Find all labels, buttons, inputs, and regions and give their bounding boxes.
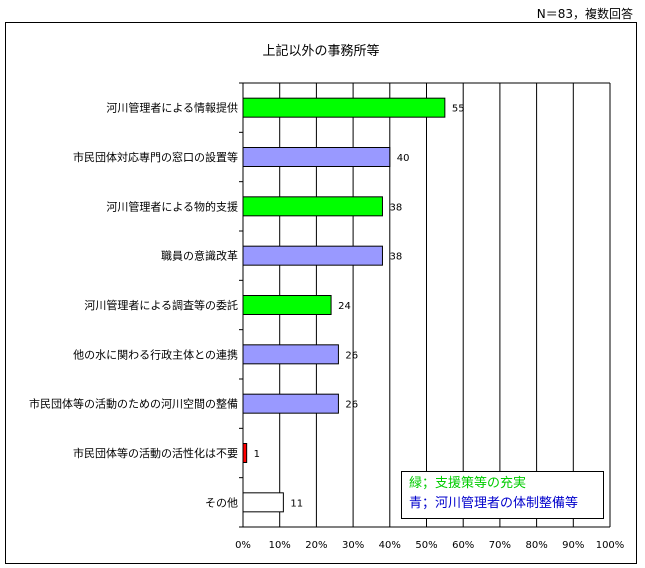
x-tick-label: 40% — [379, 540, 401, 551]
data-label: 38 — [389, 252, 402, 263]
category-label: 市民団体対応専門の窓口の設置等 — [73, 150, 238, 164]
data-label: 38 — [389, 202, 402, 213]
data-label: 1 — [254, 449, 260, 460]
x-tick-label: 80% — [525, 540, 547, 551]
bar — [242, 97, 446, 118]
category-label: 他の水に関わる行政主体との連携 — [73, 347, 238, 361]
chart-frame: 上記以外の事務所等 0% 10% 20% 30% 40% 50% 60% 70% 80% 90% 10… — [5, 22, 637, 564]
legend: 緑；支援策等の充実 青；河川管理者の体制整備等 — [401, 471, 604, 519]
legend-blue-text: 青；河川管理者の体制整備等 — [409, 496, 579, 511]
category-label: 河川管理者による情報提供 — [106, 101, 238, 115]
data-label: 40 — [397, 153, 410, 164]
bar — [242, 344, 339, 365]
bar — [242, 443, 248, 463]
bar — [242, 295, 332, 315]
x-tick-label: 90% — [562, 540, 584, 551]
chart-title: 上記以外の事務所等 — [262, 43, 379, 59]
bar — [242, 196, 383, 217]
bar — [242, 245, 383, 266]
x-tick-label: 50% — [415, 540, 437, 551]
x-tick-label: 100% — [596, 540, 625, 551]
category-label: 職員の意識改革 — [161, 249, 238, 263]
x-tick-label: 70% — [489, 540, 511, 551]
category-label: 市民団体等の活動の活性化は不要 — [73, 446, 238, 460]
data-label: 26 — [345, 350, 358, 361]
category-label: 河川管理者による調査等の委託 — [84, 298, 238, 312]
category-label: 河川管理者による物的支援 — [106, 199, 238, 213]
legend-green-text: 緑；支援策等の充実 — [409, 476, 527, 491]
bar — [242, 147, 391, 167]
sample-note: N＝83，複数回答 — [536, 7, 633, 21]
x-tick-label: 0% — [235, 540, 251, 551]
data-label: 11 — [290, 498, 303, 509]
category-label: 市民団体等の活動のための河川空間の整備 — [29, 397, 238, 411]
data-label: 24 — [338, 301, 351, 312]
bar — [242, 393, 339, 414]
bar — [242, 492, 284, 513]
x-tick-label: 60% — [452, 540, 474, 551]
data-label: 26 — [345, 400, 358, 411]
x-tick-label: 30% — [342, 540, 364, 551]
category-label: その他 — [205, 496, 238, 509]
bar-chart: 上記以外の事務所等 0% 10% 20% 30% 40% 50% 60% 70% 80% 90% 10… — [29, 43, 625, 551]
x-tick-label: 10% — [269, 540, 291, 551]
data-label: 55 — [452, 104, 465, 115]
x-tick-label: 20% — [305, 540, 327, 551]
